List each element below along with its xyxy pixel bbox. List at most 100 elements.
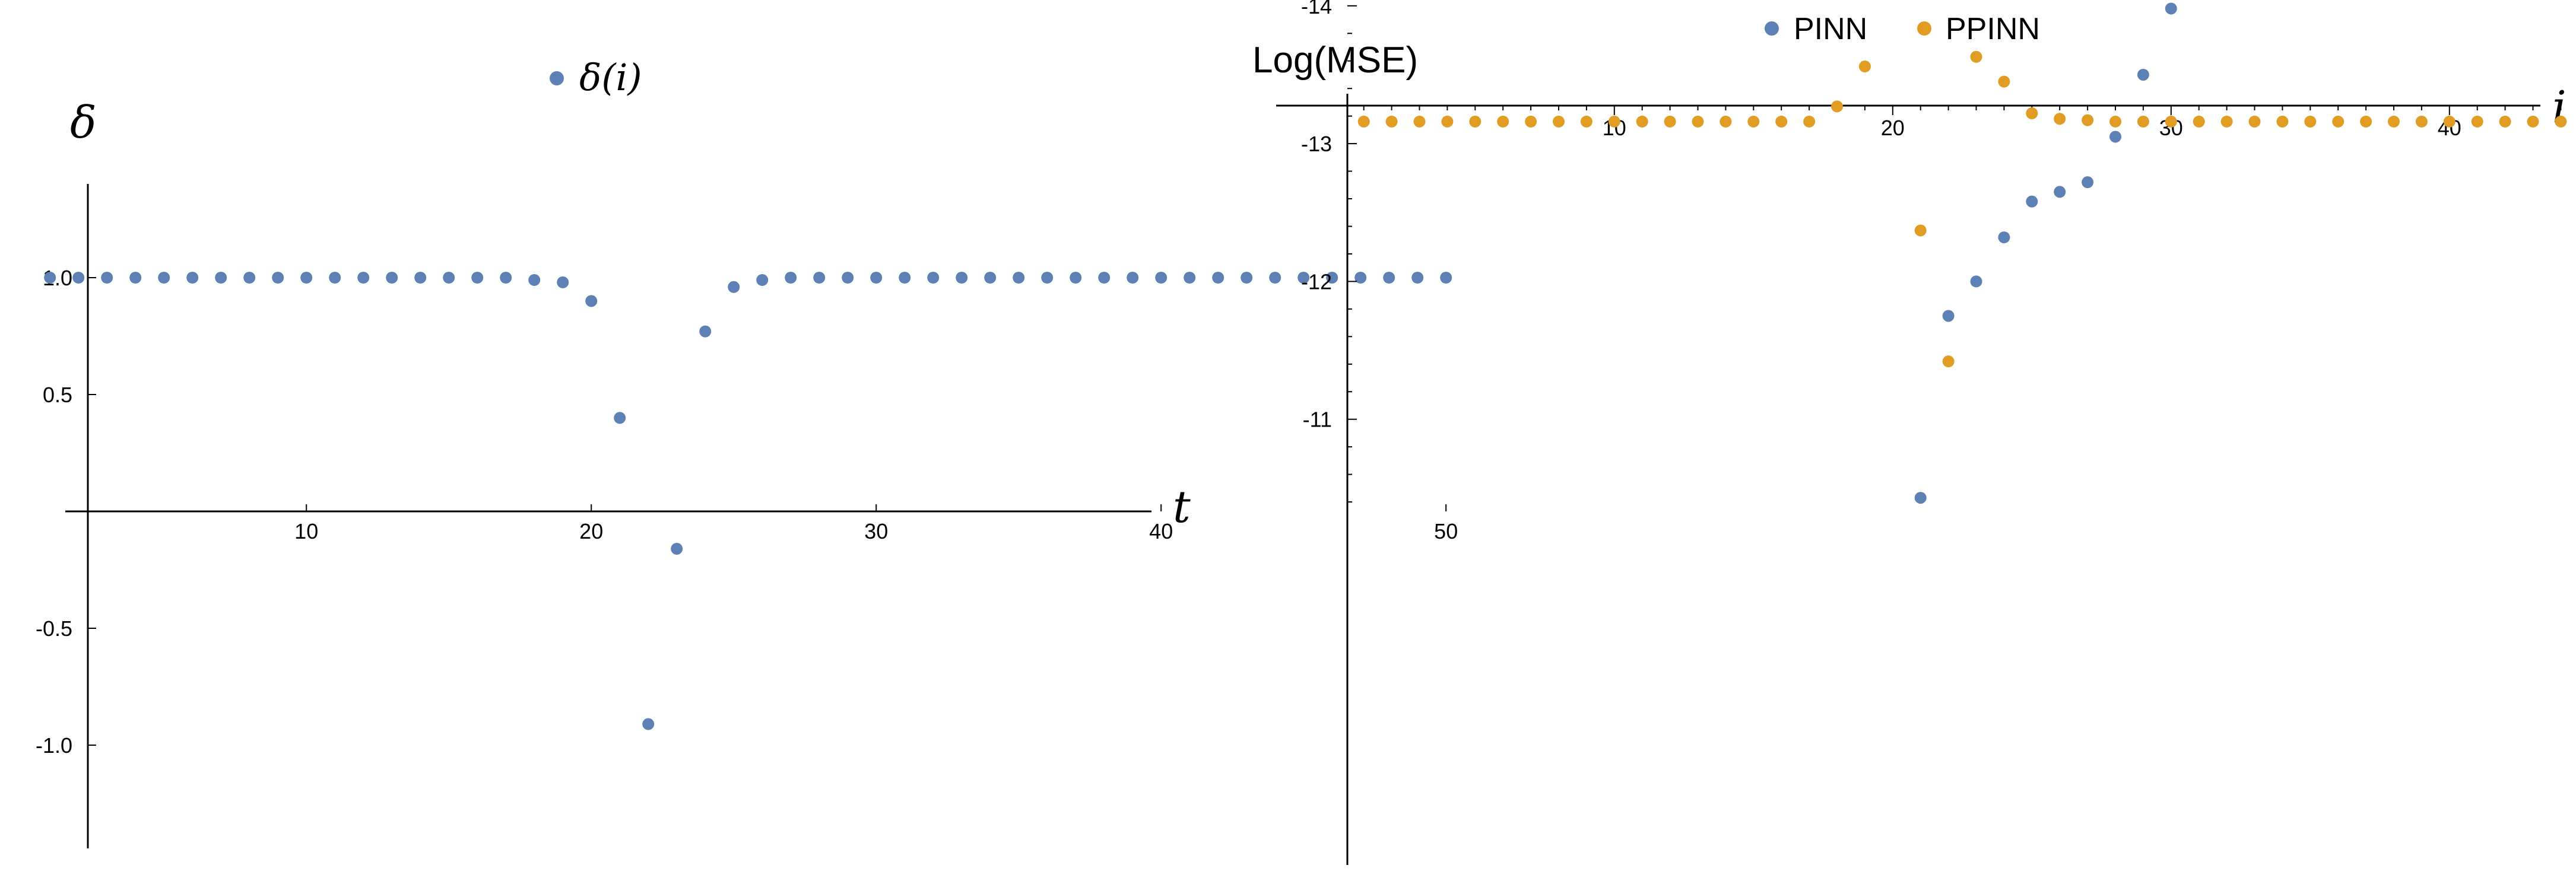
delta-point xyxy=(842,272,854,284)
mse-point-ppinn xyxy=(1914,224,1927,237)
delta-point xyxy=(1383,272,1395,284)
mse-point-ppinn xyxy=(1775,115,1788,128)
delta-point xyxy=(927,272,940,284)
mse-point-ppinn xyxy=(1608,115,1620,128)
mse-point-ppinn xyxy=(2471,115,2483,128)
delta-chart: δ(i) 10 20 30 40 50 -1.0-0.50.51.0 δ t xyxy=(36,56,1458,848)
delta-point xyxy=(101,272,113,284)
delta-x-tick-label: 20 xyxy=(579,519,603,543)
mse-point-ppinn xyxy=(2332,115,2345,128)
mse-point-ppinn xyxy=(1441,115,1454,128)
mse-point-ppinn xyxy=(2248,115,2261,128)
mse-point-ppinn xyxy=(1357,115,1370,128)
delta-x-tick-label: 30 xyxy=(864,519,888,543)
mse-point-ppinn xyxy=(2555,115,2567,128)
delta-point xyxy=(329,272,341,284)
delta-point xyxy=(1184,272,1196,284)
mse-point-ppinn xyxy=(2109,115,2121,128)
mse-point-ppinn xyxy=(2276,115,2289,128)
mse-point-ppinn xyxy=(2165,115,2177,128)
mse-point-ppinn xyxy=(1497,115,1509,128)
delta-legend-marker xyxy=(550,71,564,85)
mse-point-ppinn xyxy=(2220,115,2233,128)
delta-point xyxy=(642,718,655,730)
mse-point-pinn xyxy=(1970,275,1982,288)
delta-point xyxy=(813,272,826,284)
delta-point xyxy=(357,272,370,284)
delta-point xyxy=(1411,272,1424,284)
mse-point-pinn xyxy=(2082,176,2094,189)
delta-point xyxy=(414,272,427,284)
delta-point xyxy=(215,272,227,284)
delta-point xyxy=(1155,272,1168,284)
mse-point-ppinn xyxy=(2304,115,2317,128)
delta-point xyxy=(44,272,56,284)
mse-point-pinn xyxy=(1914,492,1927,504)
mse-point-pinn xyxy=(1942,310,1955,322)
mse-point-ppinn xyxy=(1858,61,1871,73)
delta-point xyxy=(870,272,883,284)
delta-y-axis-title: δ xyxy=(70,97,97,148)
delta-y-tick-label: 0.5 xyxy=(43,383,72,407)
mse-point-ppinn xyxy=(1385,115,1398,128)
mse-point-ppinn xyxy=(1831,100,1843,113)
delta-y-tick-label: -0.5 xyxy=(36,616,72,641)
mse-point-ppinn xyxy=(1720,115,1732,128)
delta-point xyxy=(129,272,142,284)
delta-point xyxy=(1212,272,1224,284)
delta-point xyxy=(1241,272,1253,284)
delta-point xyxy=(899,272,911,284)
mse-x-tick-label: 20 xyxy=(1881,116,1905,140)
mse-legend-marker-pinn xyxy=(1765,21,1779,36)
delta-point xyxy=(386,272,398,284)
mse-point-ppinn xyxy=(1747,115,1760,128)
mse-point-pinn xyxy=(2165,2,2177,15)
mse-point-ppinn xyxy=(2082,114,2094,126)
mse-point-ppinn xyxy=(2527,115,2539,128)
mse-point-ppinn xyxy=(1998,75,2010,88)
mse-point-ppinn xyxy=(2137,115,2149,128)
delta-x-axis-title: t xyxy=(1173,482,1191,533)
mse-point-ppinn xyxy=(1970,50,1982,63)
delta-legend: δ(i) xyxy=(550,56,642,99)
delta-point xyxy=(1041,272,1054,284)
mse-point-pinn xyxy=(2026,195,2038,208)
mse-point-ppinn xyxy=(2415,115,2428,128)
delta-y-ticks: -1.0-0.50.51.0 xyxy=(36,266,96,758)
delta-point xyxy=(956,272,968,284)
mse-point-ppinn xyxy=(1525,115,1537,128)
delta-x-tick-label: 40 xyxy=(1149,519,1173,543)
mse-legend-label-ppinn: PPINN xyxy=(1946,12,2040,46)
mse-y-tick-label: -12 xyxy=(1301,269,1332,294)
delta-point xyxy=(500,272,512,284)
delta-point xyxy=(728,281,740,293)
delta-point xyxy=(671,543,683,555)
mse-point-ppinn xyxy=(1413,115,1426,128)
delta-points xyxy=(44,272,1452,730)
mse-point-ppinn xyxy=(1664,115,1676,128)
delta-point xyxy=(1127,272,1139,284)
mse-point-pinn xyxy=(2137,68,2149,81)
mse-point-ppinn xyxy=(1803,115,1816,128)
mse-y-tick-label: -13 xyxy=(1301,132,1332,156)
delta-x-tick-label: 10 xyxy=(294,519,318,543)
delta-point xyxy=(756,273,769,286)
delta-point xyxy=(186,272,199,284)
mse-point-pinn xyxy=(1998,231,2010,244)
mse-point-ppinn xyxy=(2026,107,2038,119)
mse-point-ppinn xyxy=(1636,115,1648,128)
delta-point xyxy=(614,412,626,424)
delta-point xyxy=(443,272,455,284)
delta-point xyxy=(1269,272,1281,284)
mse-point-ppinn xyxy=(2499,115,2511,128)
mse-point-ppinn xyxy=(2388,115,2400,128)
delta-point xyxy=(557,276,569,288)
delta-x-tick-label: 50 xyxy=(1434,519,1458,543)
mse-point-ppinn xyxy=(1942,355,1955,368)
mse-point-ppinn xyxy=(2054,113,2066,125)
mse-point-ppinn xyxy=(1553,115,1565,128)
delta-point xyxy=(785,272,797,284)
mse-y-axis-title: Log(MSE) xyxy=(1252,40,1418,81)
